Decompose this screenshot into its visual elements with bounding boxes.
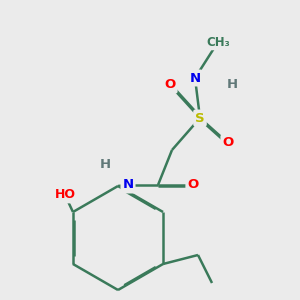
- Text: N: N: [122, 178, 134, 191]
- Text: O: O: [222, 136, 234, 149]
- Text: O: O: [188, 178, 199, 191]
- Text: H: H: [99, 158, 111, 172]
- Text: S: S: [195, 112, 205, 124]
- Text: HO: HO: [55, 188, 76, 202]
- Text: H: H: [226, 79, 238, 92]
- Text: CH₃: CH₃: [206, 35, 230, 49]
- Text: N: N: [189, 71, 201, 85]
- Text: O: O: [164, 79, 175, 92]
